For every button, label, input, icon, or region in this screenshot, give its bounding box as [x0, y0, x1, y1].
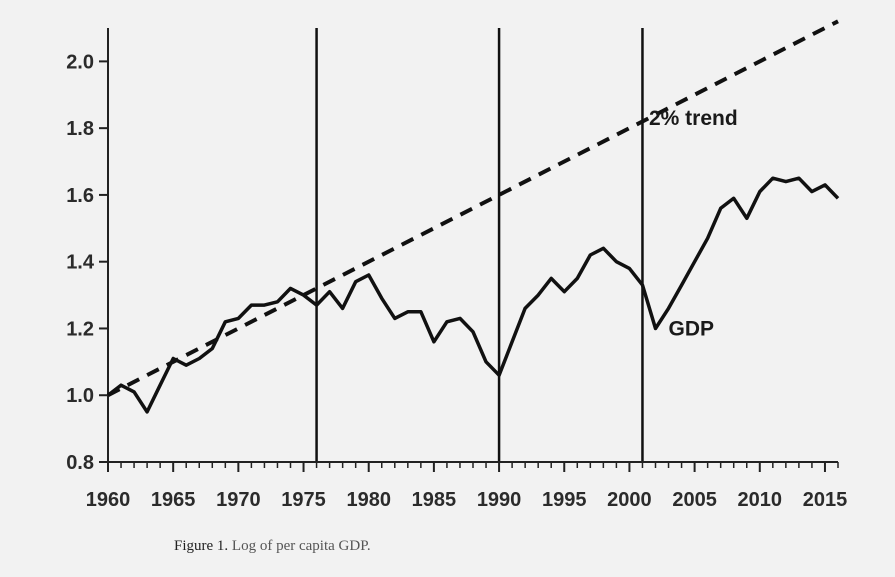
- x-tick-label: 1985: [412, 489, 457, 511]
- x-tick-label: 1990: [477, 489, 522, 511]
- figure-caption: Figure 1. Log of per capita GDP.: [174, 538, 371, 555]
- x-tick-label: 1975: [281, 489, 326, 511]
- x-tick-label: 2005: [672, 489, 717, 511]
- trend-annotation: 2% trend: [649, 107, 738, 130]
- caption-label: Figure 1.: [174, 538, 229, 554]
- x-tick-label: 2010: [738, 489, 783, 511]
- axis-ticks: 0.8 1.0 1.2 1.4 1.6 1.8 2.0 1960 1965 1970 1975 198…: [66, 51, 847, 511]
- y-tick-label: 1.2: [66, 318, 94, 340]
- y-tick-label: 1.0: [66, 385, 94, 407]
- y-tick-label: 0.8: [66, 452, 94, 474]
- x-tick-label: 2000: [607, 489, 652, 511]
- annotations: 2% trend GDP: [649, 107, 738, 340]
- y-tick-label: 1.8: [66, 118, 94, 140]
- axes: [107, 28, 838, 463]
- x-tick-label: 1980: [346, 489, 391, 511]
- x-tick-label: 1960: [86, 489, 131, 511]
- y-tick-label: 2.0: [66, 51, 94, 73]
- caption-text: Log of per capita GDP.: [231, 538, 371, 554]
- period-divider-lines: [315, 28, 644, 462]
- series-group: [106, 19, 840, 414]
- trend-line: [107, 19, 839, 397]
- x-tick-label: 2015: [803, 489, 848, 511]
- x-tick-label: 1970: [216, 489, 261, 511]
- gdp-line: [106, 176, 840, 414]
- y-tick-label: 1.4: [66, 252, 95, 274]
- x-tick-label: 1995: [542, 489, 587, 511]
- gdp-annotation: GDP: [669, 317, 715, 340]
- y-tick-label: 1.6: [66, 185, 94, 207]
- x-tick-label: 1965: [151, 489, 196, 511]
